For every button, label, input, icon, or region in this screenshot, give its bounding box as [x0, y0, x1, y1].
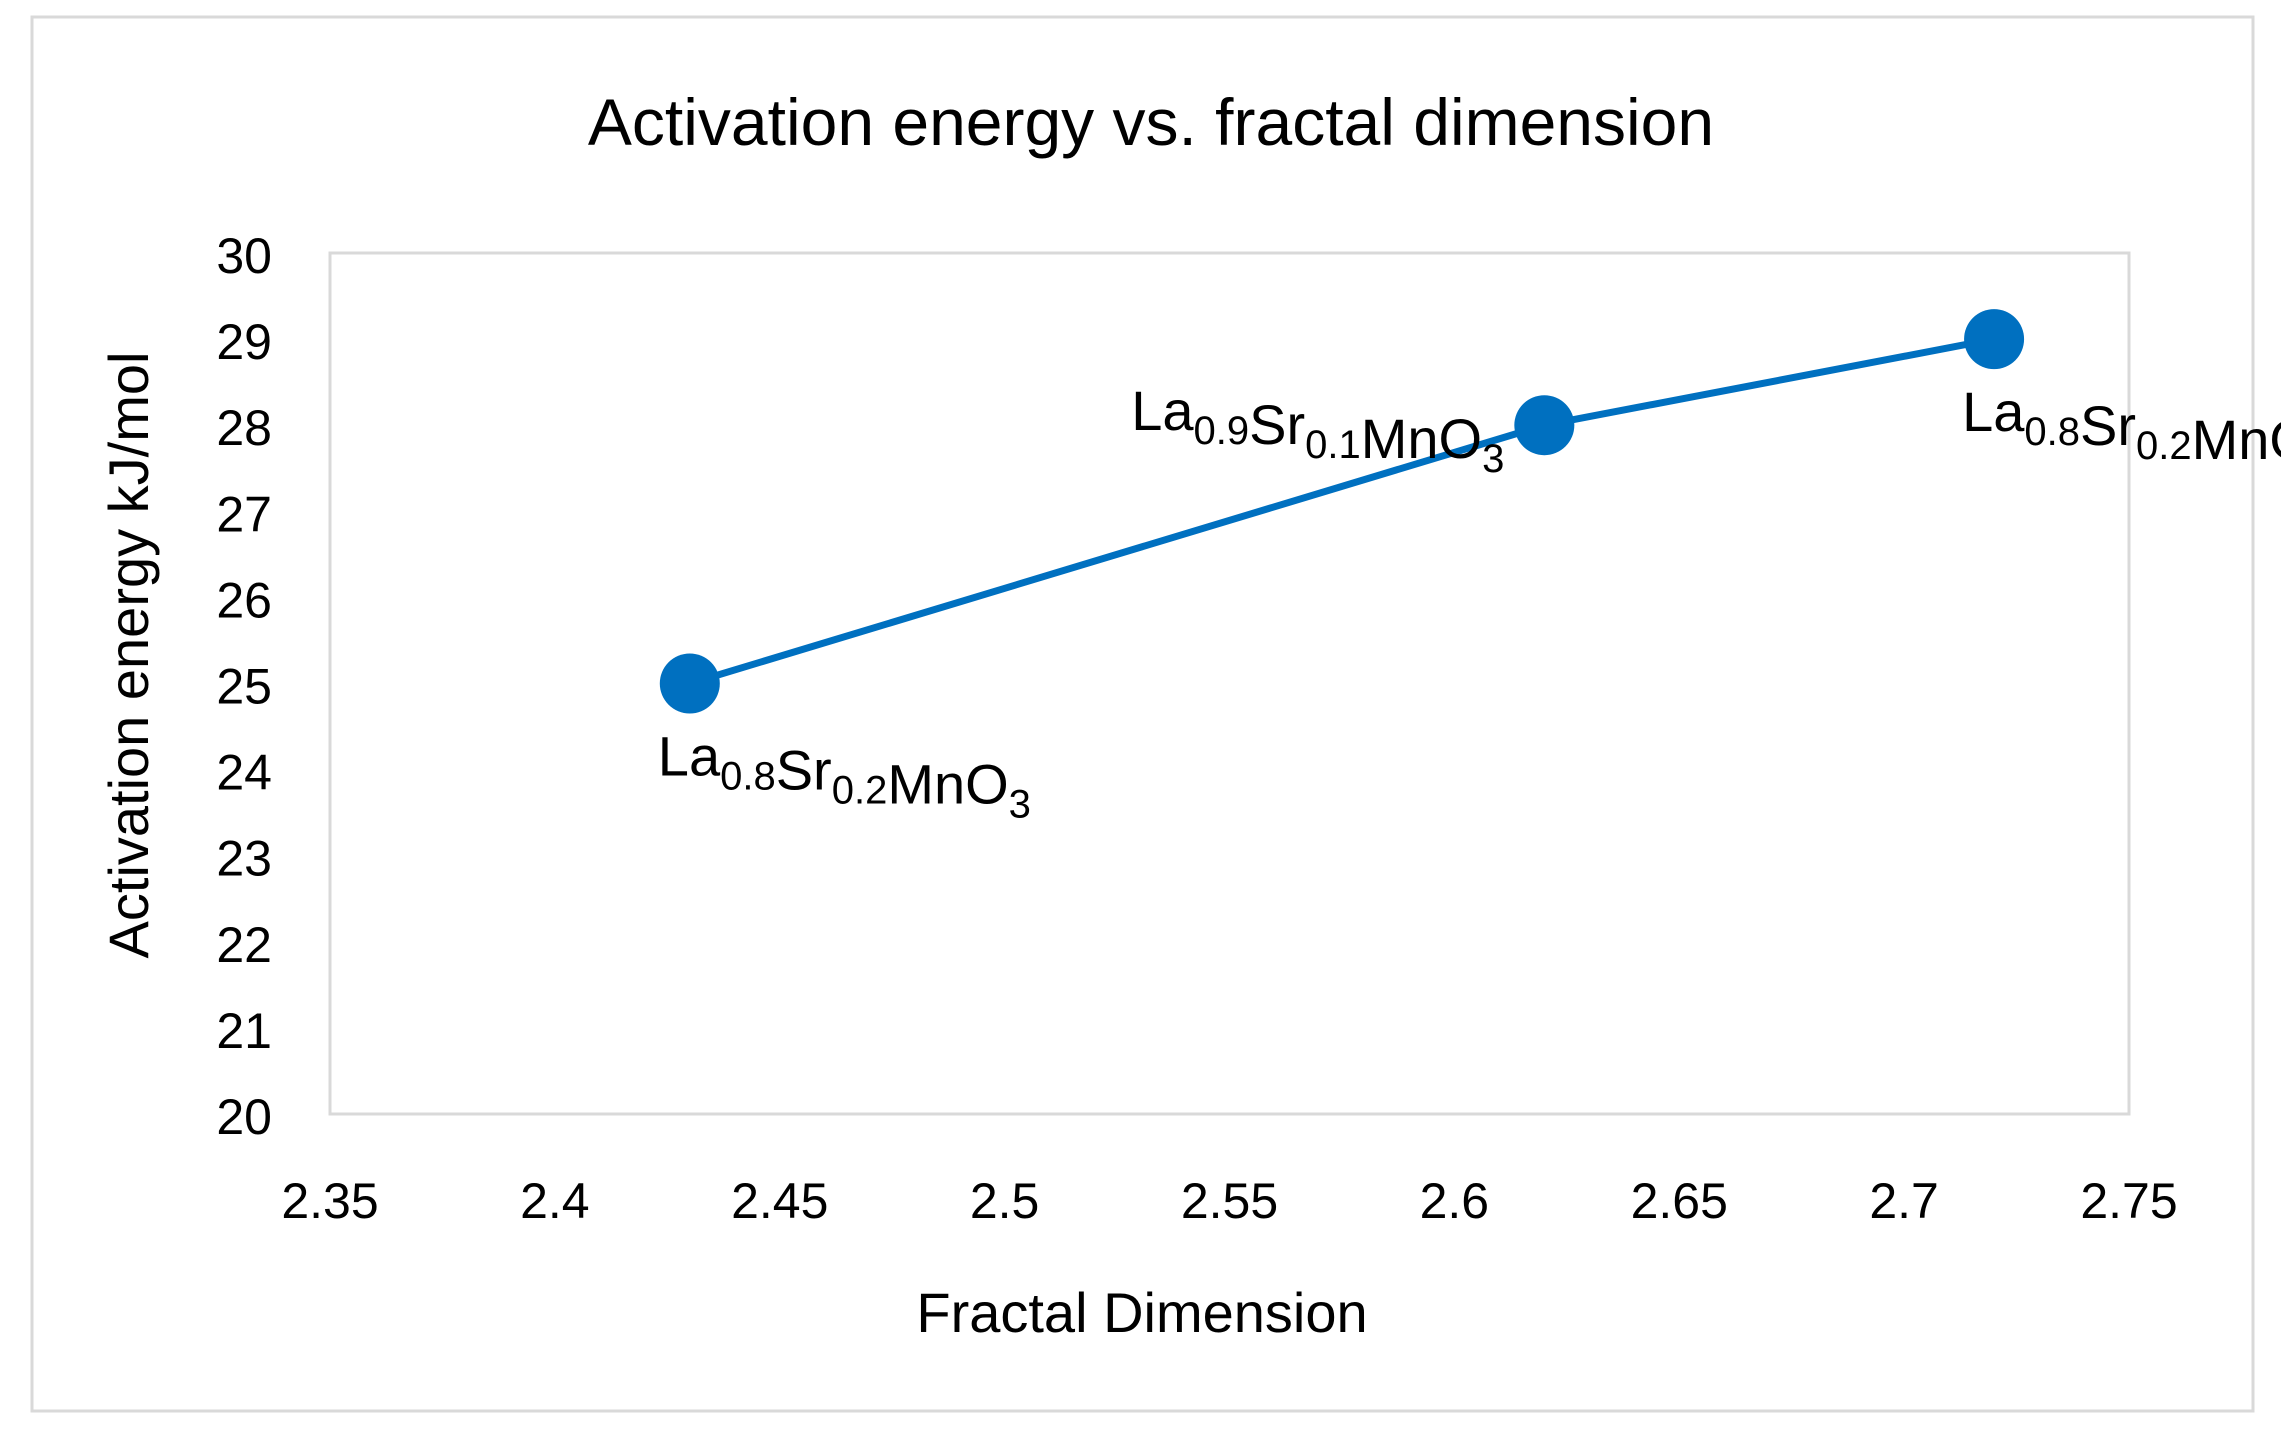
x-tick-label: 2.6: [1420, 1173, 1490, 1229]
x-tick-label: 2.4: [520, 1173, 590, 1229]
data-label: La0.8Sr0.2MnO3: [1962, 380, 2281, 482]
y-tick-label: 27: [216, 486, 272, 542]
x-tick-label: 2.7: [1869, 1173, 1939, 1229]
x-axis-label: Fractal Dimension: [916, 1281, 1367, 1344]
y-tick-label: 29: [216, 314, 272, 370]
y-tick-label: 28: [216, 400, 272, 456]
x-tick-label: 2.5: [970, 1173, 1040, 1229]
x-tick-label: 2.75: [2080, 1173, 2177, 1229]
x-axis-ticks: 2.35 2.4 2.45 2.5 2.55 2.6 2.65 2.7 2.75: [281, 1173, 2177, 1229]
y-tick-label: 30: [216, 228, 272, 284]
y-tick-label: 26: [216, 572, 272, 628]
x-tick-label: 2.55: [1181, 1173, 1278, 1229]
y-tick-label: 23: [216, 831, 272, 887]
y-tick-label: 24: [216, 745, 272, 801]
x-tick-label: 2.65: [1631, 1173, 1728, 1229]
series-layer: [659, 309, 2025, 714]
annotation-layer: La0.8Sr0.2MnO3 La0.9Sr0.1MnO3 La0.8Sr0.2Mn…: [658, 379, 2281, 826]
data-point: [1514, 395, 1575, 456]
y-tick-label: 21: [216, 1003, 272, 1059]
x-tick-label: 2.45: [731, 1173, 828, 1229]
chart-title: Activation energy vs. fractal dimension: [588, 85, 1714, 159]
y-tick-label: 22: [216, 917, 272, 973]
data-point: [1964, 309, 2025, 370]
data-label: La0.8Sr0.2MnO3: [658, 725, 1031, 827]
y-axis-ticks: 20 21 22 23 24 25 26 27 28 29 30: [216, 228, 272, 1145]
data-point: [659, 653, 720, 714]
chart-area-border: [30, 15, 2255, 1413]
y-tick-label: 25: [216, 659, 272, 715]
plot-area-border: [328, 251, 2131, 1116]
data-label: La0.9Sr0.1MnO3: [1131, 379, 1504, 481]
y-axis-label: Activation energy kJ/mol: [97, 352, 160, 959]
x-tick-label: 2.35: [281, 1173, 378, 1229]
y-tick-label: 20: [216, 1089, 272, 1145]
